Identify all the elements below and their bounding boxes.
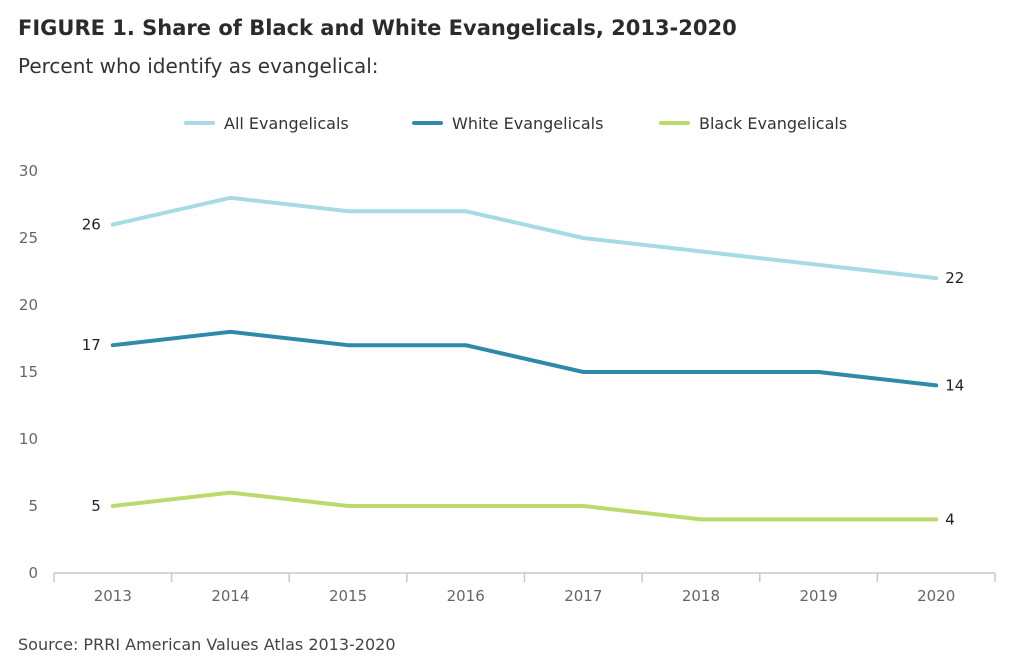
x-tick-label: 2019: [799, 587, 837, 605]
x-tick-label: 2014: [211, 587, 249, 605]
series-lines: [110, 195, 939, 522]
data-label: 14: [945, 376, 964, 394]
legend-label-2: Black Evangelicals: [699, 114, 847, 133]
chart-title: FIGURE 1. Share of Black and White Evang…: [18, 16, 737, 40]
series-line-white-evangelicals: [110, 329, 939, 388]
x-tick-label: 2020: [917, 587, 955, 605]
data-label: 4: [945, 510, 955, 528]
x-axis: 2013 2014 2015 2016 2017 2018 2019 2020: [53, 572, 996, 605]
y-tick-label: 10: [19, 430, 38, 448]
x-tick-label: 2015: [329, 587, 367, 605]
chart-subtitle: Percent who identify as evangelical:: [18, 54, 379, 78]
data-label: 5: [91, 497, 101, 515]
data-label: 26: [82, 216, 101, 234]
x-tick-label: 2017: [564, 587, 602, 605]
legend-label-1: White Evangelicals: [452, 114, 603, 133]
y-tick-label: 25: [19, 229, 38, 247]
x-tick-label: 2018: [682, 587, 720, 605]
y-axis: 0 5 10 15 20 25 30: [19, 162, 38, 582]
y-tick-label: 0: [28, 564, 38, 582]
y-tick-label: 20: [19, 296, 38, 314]
series-line-black-evangelicals: [110, 490, 939, 522]
source-note: Source: PRRI American Values Atlas 2013-…: [18, 635, 396, 654]
series-line-all-evangelicals: [110, 195, 939, 281]
data-label: 17: [82, 336, 101, 354]
y-tick-label: 30: [19, 162, 38, 180]
legend-label-0: All Evangelicals: [224, 114, 349, 133]
y-tick-label: 5: [28, 497, 38, 515]
data-label: 22: [945, 269, 964, 287]
y-tick-label: 15: [19, 363, 38, 381]
x-tick-label: 2013: [94, 587, 132, 605]
data-labels: 26 22 17 14 5 4: [82, 216, 965, 529]
legend: All Evangelicals White Evangelicals Black …: [184, 114, 847, 133]
x-tick-label: 2016: [447, 587, 485, 605]
